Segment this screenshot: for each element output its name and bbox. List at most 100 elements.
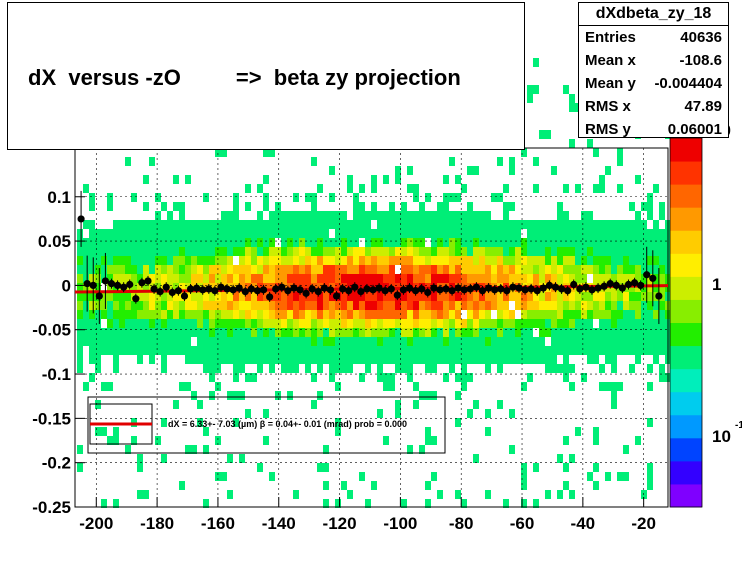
heatmap-cell <box>227 292 233 301</box>
heatmap-cell <box>137 355 143 364</box>
heatmap-cell <box>539 274 545 283</box>
heatmap-cell <box>515 274 521 283</box>
heatmap-cell <box>329 301 335 310</box>
stats-row-rms-y: RMS y 0.06001 <box>579 118 728 141</box>
heatmap-cell <box>203 301 209 310</box>
heatmap-cell <box>569 490 575 499</box>
heatmap-cell <box>197 238 203 247</box>
heatmap-cell <box>113 229 119 238</box>
heatmap-cell <box>365 328 371 337</box>
heatmap-cell <box>437 274 443 283</box>
heatmap-cell <box>143 238 149 247</box>
heatmap-cell <box>479 220 485 229</box>
heatmap-cell <box>137 319 143 328</box>
heatmap-cell <box>371 202 377 211</box>
heatmap-cell <box>395 274 401 283</box>
profile-point <box>551 283 560 291</box>
heatmap-cell <box>353 319 359 328</box>
heatmap-cell <box>257 265 263 274</box>
heatmap-cell <box>413 346 419 355</box>
heatmap-cell <box>365 499 371 508</box>
heatmap-cell <box>599 265 605 274</box>
heatmap-cell <box>551 328 557 337</box>
heatmap-cell <box>365 265 371 274</box>
heatmap-cell <box>269 283 275 292</box>
heatmap-cell <box>179 481 185 490</box>
heatmap-cell <box>179 229 185 238</box>
heatmap-cell <box>587 328 593 337</box>
heatmap-cell <box>185 220 191 229</box>
heatmap-cell <box>287 355 293 364</box>
x-tick-label: -80 <box>449 514 474 533</box>
heatmap-cell <box>89 265 95 274</box>
heatmap-cell <box>581 220 587 229</box>
heatmap-cell <box>233 391 239 400</box>
heatmap-cell <box>167 229 173 238</box>
heatmap-cell <box>275 355 281 364</box>
heatmap-cell <box>449 265 455 274</box>
heatmap-cell <box>515 265 521 274</box>
heatmap-cell <box>287 337 293 346</box>
heatmap-cell <box>167 310 173 319</box>
heatmap-cell <box>317 238 323 247</box>
heatmap-cell <box>203 229 209 238</box>
heatmap-cell <box>455 229 461 238</box>
heatmap-cell <box>509 310 515 319</box>
profile-point <box>545 281 554 289</box>
heatmap-cell <box>119 301 125 310</box>
heatmap-cell <box>155 319 161 328</box>
heatmap-cell <box>89 229 95 238</box>
heatmap-cell <box>533 463 539 472</box>
heatmap-cell <box>137 310 143 319</box>
y-tick-label: 0.1 <box>47 188 71 207</box>
profile-point <box>107 280 116 288</box>
heatmap-cell <box>161 310 167 319</box>
heatmap-cell <box>641 256 647 265</box>
heatmap-cell <box>335 229 341 238</box>
heatmap-cell <box>533 292 539 301</box>
heatmap-cell <box>485 346 491 355</box>
heatmap-cell <box>593 148 599 157</box>
stats-value: 47.89 <box>684 98 722 115</box>
heatmap-cell <box>311 202 317 211</box>
heatmap-cell <box>521 472 527 481</box>
heatmap-cell <box>353 328 359 337</box>
heatmap-cell <box>89 247 95 256</box>
heatmap-cell <box>149 247 155 256</box>
heatmap-cell <box>131 337 137 346</box>
heatmap-cell <box>491 247 497 256</box>
heatmap-cell <box>497 355 503 364</box>
heatmap-cell <box>257 220 263 229</box>
heatmap-cell <box>581 265 587 274</box>
heatmap-cell <box>587 346 593 355</box>
heatmap-cell <box>293 265 299 274</box>
heatmap-cell <box>653 283 659 292</box>
heatmap-cell <box>359 256 365 265</box>
stats-value: 0.06001 <box>667 121 722 138</box>
heatmap-cell <box>281 256 287 265</box>
heatmap-cell <box>611 355 617 364</box>
heatmap-cell <box>419 265 425 274</box>
heatmap-cell <box>191 301 197 310</box>
heatmap-cell <box>101 292 107 301</box>
profile-point <box>606 280 614 288</box>
heatmap-cell <box>203 193 209 202</box>
heatmap-cell <box>401 499 407 508</box>
heatmap-cell <box>161 364 167 373</box>
profile-point <box>193 284 201 292</box>
heatmap-cell <box>143 328 149 337</box>
heatmap-cell <box>521 328 527 337</box>
heatmap-cell <box>557 265 563 274</box>
heatmap-cell <box>563 229 569 238</box>
heatmap-cell <box>635 220 641 229</box>
heatmap-cell <box>503 238 509 247</box>
heatmap-cell <box>389 373 395 382</box>
heatmap-cell <box>527 373 533 382</box>
heatmap-cell <box>365 292 371 301</box>
heatmap-cell <box>563 436 569 445</box>
heatmap-cell <box>503 355 509 364</box>
heatmap-cell <box>185 256 191 265</box>
heatmap-cell <box>95 265 101 274</box>
heatmap-cell <box>659 211 665 220</box>
heatmap-cell <box>311 220 317 229</box>
